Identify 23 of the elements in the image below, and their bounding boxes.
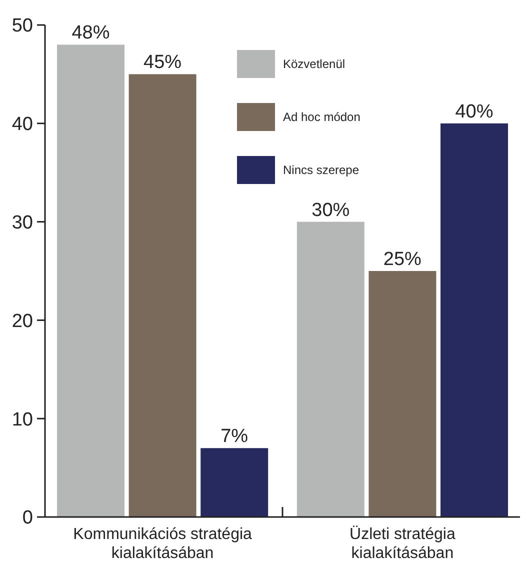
data-label: 7% [220,426,248,448]
data-label: 40% [455,101,494,122]
y-tick-label: 50 [12,16,33,37]
legend-label: Közvetlenül [283,57,346,72]
x-tick-label: Kommunikációs stratégia kialakításában [73,526,252,562]
data-label: 30% [312,200,350,221]
bar [128,74,196,517]
data-label: 25% [383,249,422,270]
bar [56,44,124,517]
y-tick-label: 10 [12,409,33,430]
y-tick-label: 30 [12,212,33,234]
data-label: 45% [144,52,182,74]
legend-label: Ad hoc módon [283,110,360,124]
bar [368,271,436,517]
y-tick-label: 0 [22,508,33,529]
bar [200,448,268,517]
y-tick-label: 20 [12,310,33,332]
y-tick-label: 40 [12,114,33,136]
x-tick-label: Üzleti stratégia kialakításában [350,525,456,562]
data-label: 48% [72,22,110,44]
bar [296,222,364,517]
bar [440,123,508,517]
legend-label: Nincs szerepe [283,163,360,178]
